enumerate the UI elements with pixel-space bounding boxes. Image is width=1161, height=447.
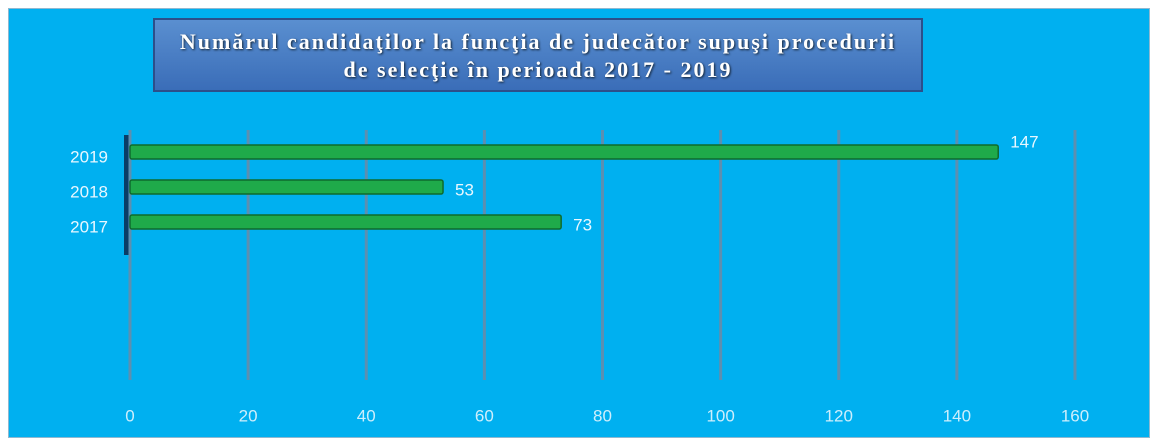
data-label: 73: [573, 215, 592, 234]
axis-wall: [124, 135, 130, 255]
x-tick-label: 20: [239, 406, 258, 425]
x-tick-label: 80: [593, 406, 612, 425]
x-tick-label: 120: [825, 406, 853, 425]
data-label: 147: [1010, 132, 1038, 151]
x-tick-label: 0: [125, 406, 134, 425]
x-tick-label: 40: [357, 406, 376, 425]
y-tick-label: 2018: [70, 182, 108, 201]
x-tick-label: 60: [475, 406, 494, 425]
bar: [129, 179, 444, 195]
chart-title: Numărul candidaţilor la funcţia de judec…: [153, 18, 923, 92]
x-tick-label: 100: [706, 406, 734, 425]
data-label: 53: [455, 180, 474, 199]
bar: [129, 214, 562, 230]
y-tick-label: 2019: [70, 147, 108, 166]
x-tick-label: 140: [943, 406, 971, 425]
bar: [129, 144, 999, 160]
x-tick-label: 160: [1061, 406, 1089, 425]
y-tick-label: 2017: [70, 217, 108, 236]
